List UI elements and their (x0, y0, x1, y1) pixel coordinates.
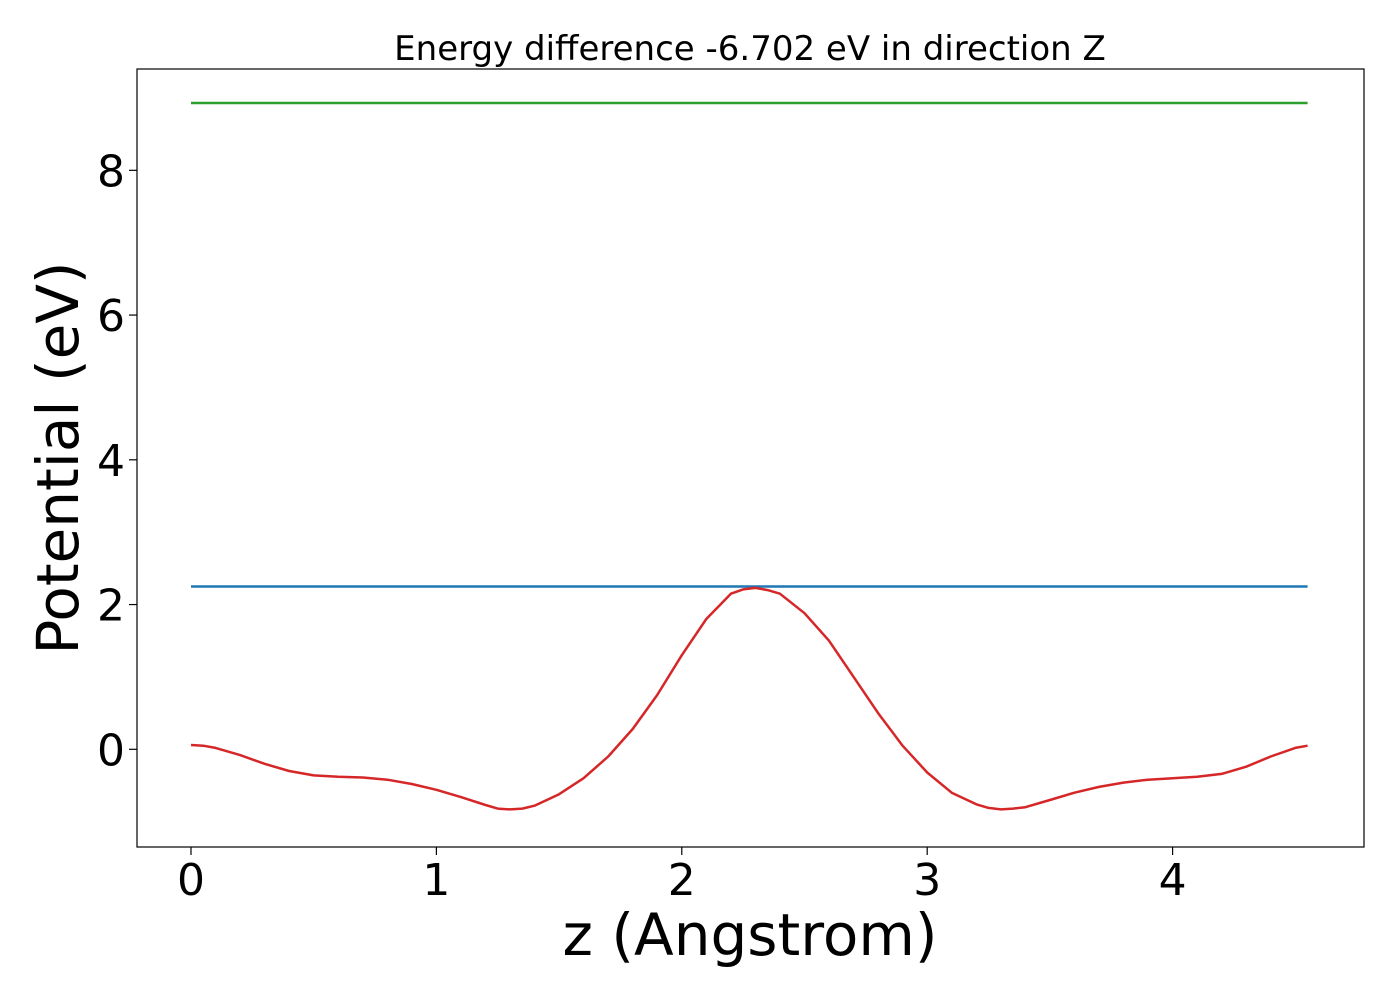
y-tick-label: 6 (97, 291, 125, 342)
plot-frame (136, 68, 1365, 848)
y-axis-label: Potential (eV) (24, 261, 92, 654)
y-tick-label: 0 (97, 725, 125, 776)
y-tick-label: 8 (97, 146, 125, 197)
y-tick-label: 4 (97, 436, 125, 487)
x-tick-label: 3 (913, 855, 941, 906)
x-axis: 0 1 2 3 4 (177, 847, 1187, 906)
x-tick-label: 4 (1159, 855, 1187, 906)
x-tick-label: 1 (422, 855, 450, 906)
y-axis: 0 2 4 6 8 (97, 146, 137, 776)
x-tick-label: 0 (177, 855, 205, 906)
x-tick-label: 2 (668, 855, 696, 906)
plot-area (190, 101, 1308, 811)
y-tick-label: 2 (97, 581, 125, 632)
x-axis-label: z (Angstrom) (563, 901, 938, 969)
series-line-2 (190, 586, 1308, 811)
chart-title: Energy difference -6.702 eV in direction… (394, 29, 1106, 69)
